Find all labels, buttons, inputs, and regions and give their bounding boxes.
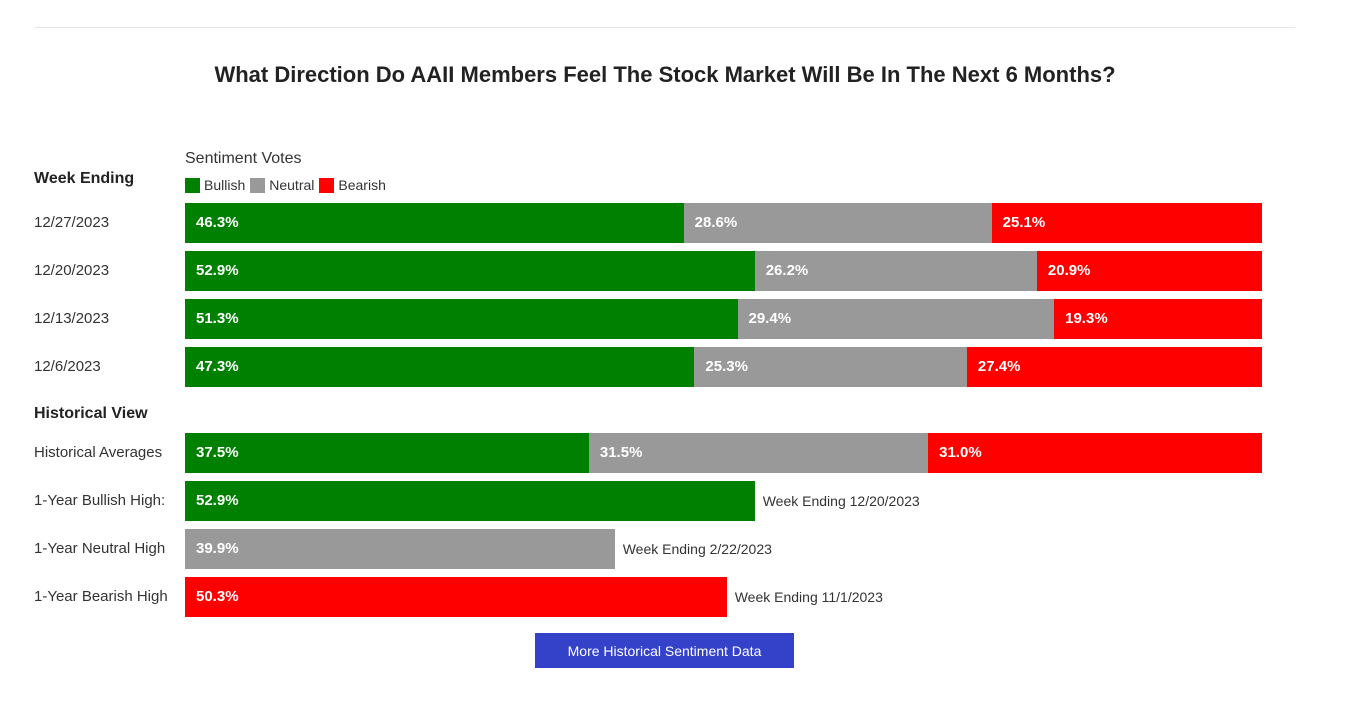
bullish-high-label: 1-Year Bullish High:: [34, 492, 166, 509]
stacked-bar-week-4: 47.3% 25.3% 27.4%: [185, 347, 1262, 387]
bar-segment-neutral: 26.2%: [754, 251, 1037, 291]
legend-swatch-bullish: [185, 177, 200, 193]
historical-view-heading: Historical View: [34, 405, 148, 422]
bar-segment-neutral-high: 39.9%: [185, 529, 615, 569]
bar-segment-bullish: 52.9%: [185, 251, 755, 291]
sentiment-votes-label: Sentiment Votes: [185, 150, 302, 167]
legend-item-bullish: Bullish: [185, 177, 245, 193]
bar-segment-bearish: 19.3%: [1054, 299, 1262, 339]
more-historical-data-button[interactable]: More Historical Sentiment Data: [535, 633, 794, 668]
legend-label-bearish: Bearish: [338, 177, 386, 193]
bar-segment-bullish: 51.3%: [185, 299, 738, 339]
stacked-bar-week-3: 51.3% 29.4% 19.3%: [185, 299, 1262, 339]
legend-swatch-neutral: [250, 177, 266, 193]
bar-bearish-high: 50.3%: [185, 577, 727, 617]
historical-averages-label: Historical Averages: [34, 444, 163, 461]
neutral-high-note: Week Ending 2/22/2023: [622, 541, 772, 557]
legend-label-neutral: Neutral: [269, 177, 315, 193]
week-label-3: 12/13/2023: [34, 310, 110, 327]
week-label-4: 12/6/2023: [34, 358, 101, 375]
bar-segment-bearish: 31.0%: [928, 433, 1262, 473]
bar-segment-bullish: 37.5%: [185, 433, 589, 473]
stacked-bar-week-1: 46.3% 28.6% 25.1%: [185, 203, 1262, 243]
legend: Bullish Neutral Bearish: [185, 177, 391, 193]
stacked-bar-week-2: 52.9% 26.2% 20.9%: [185, 251, 1262, 291]
week-label-1: 12/27/2023: [34, 214, 110, 231]
bearish-high-label: 1-Year Bearish High: [34, 588, 168, 605]
week-label-2: 12/20/2023: [34, 262, 110, 279]
stacked-bar-historical-averages: 37.5% 31.5% 31.0%: [185, 433, 1262, 473]
bar-segment-bearish: 25.1%: [991, 203, 1262, 243]
legend-item-bearish: Bearish: [319, 177, 386, 193]
bar-segment-neutral: 29.4%: [737, 299, 1055, 339]
neutral-high-label: 1-Year Neutral High: [34, 540, 166, 557]
bearish-high-note: Week Ending 11/1/2023: [734, 589, 883, 605]
bar-segment-bullish: 47.3%: [185, 347, 695, 387]
bar-segment-bullish: 46.3%: [185, 203, 684, 243]
legend-label-bullish: Bullish: [204, 177, 246, 193]
bar-segment-bearish-high: 50.3%: [185, 577, 727, 617]
bar-segment-neutral: 25.3%: [694, 347, 967, 387]
week-ending-heading: Week Ending: [34, 170, 135, 187]
bar-neutral-high: 39.9%: [185, 529, 615, 569]
bullish-high-note: Week Ending 12/20/2023: [762, 493, 920, 509]
legend-swatch-bearish: [319, 177, 335, 193]
top-divider: [34, 27, 1295, 28]
bar-segment-neutral: 31.5%: [588, 433, 929, 473]
bar-segment-neutral: 28.6%: [683, 203, 992, 243]
bar-segment-bearish: 27.4%: [966, 347, 1262, 387]
bar-segment-bearish: 20.9%: [1036, 251, 1262, 291]
chart-title: What Direction Do AAII Members Feel The …: [214, 62, 1116, 87]
bar-segment-bullish-high: 52.9%: [185, 481, 755, 521]
legend-item-neutral: Neutral: [250, 177, 314, 193]
bar-bullish-high: 52.9%: [185, 481, 755, 521]
